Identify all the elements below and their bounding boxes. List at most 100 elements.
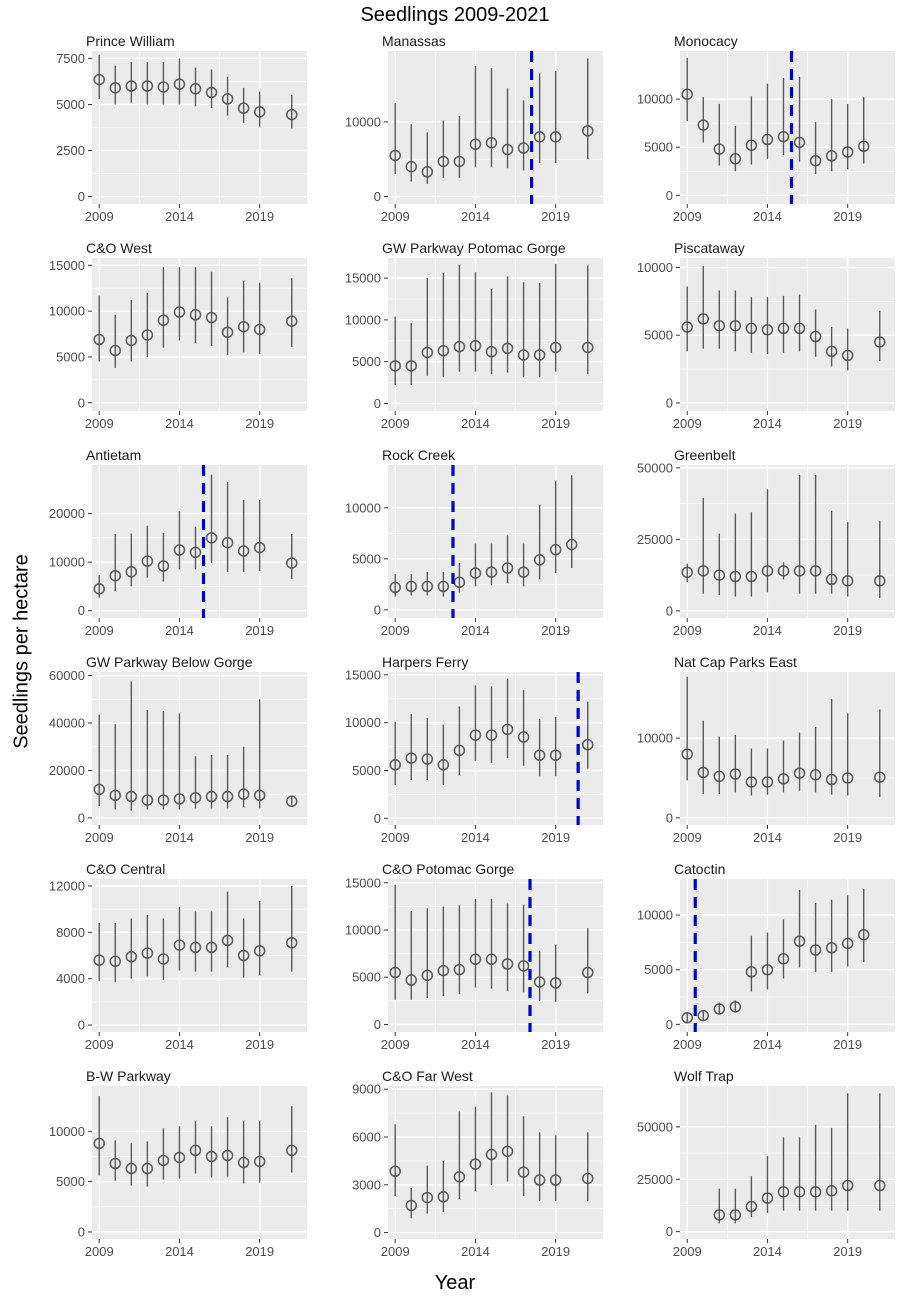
data-point xyxy=(841,575,854,587)
data-point xyxy=(189,1144,202,1157)
y-tick-label: 9000 xyxy=(352,1082,381,1097)
data-point xyxy=(809,1186,822,1198)
data-point xyxy=(501,143,514,156)
data-point xyxy=(389,581,401,594)
data-point xyxy=(453,155,466,168)
data-point xyxy=(253,323,266,336)
data-point xyxy=(582,341,594,354)
data-point xyxy=(857,928,870,941)
data-point xyxy=(745,966,758,978)
data-point xyxy=(729,570,742,583)
data-point xyxy=(857,140,870,153)
data-point xyxy=(205,790,218,803)
panel-background xyxy=(680,672,895,825)
facet-panel: 2009 2014 2019 0 10000 Nat Cap Parks East xyxy=(637,654,895,845)
facet-panel: 2009 2014 2019 0 5000 10000 Monocacy xyxy=(637,33,895,224)
panel-background xyxy=(92,465,307,618)
panel-background xyxy=(92,1086,307,1239)
data-point xyxy=(485,345,498,358)
panel-title: Rock Creek xyxy=(382,447,456,463)
data-point xyxy=(93,583,105,595)
data-point xyxy=(141,555,154,567)
data-point xyxy=(157,560,170,572)
data-point xyxy=(221,93,234,105)
data-point xyxy=(125,1162,138,1175)
data-point xyxy=(189,83,202,95)
facet-panel: 2009 2014 2019 0 5000 10000 Catoctin xyxy=(637,861,895,1052)
data-point xyxy=(189,546,202,559)
data-point xyxy=(565,538,578,551)
facet-panel: 2009 2014 2019 0 5000 10000 B-W Parkway xyxy=(49,1068,307,1259)
x-tick-label: 2009 xyxy=(381,623,410,638)
y-tick-label: 5000 xyxy=(352,551,381,566)
x-tick-label: 2014 xyxy=(165,1244,194,1259)
x-tick-label: 2019 xyxy=(541,1244,570,1259)
x-tick-label: 2014 xyxy=(461,1037,490,1052)
data-point xyxy=(681,88,693,101)
data-point xyxy=(286,937,298,949)
y-tick-label: 0 xyxy=(666,395,673,410)
x-tick-label: 2009 xyxy=(381,1244,410,1259)
data-point xyxy=(713,1209,726,1221)
data-point xyxy=(761,963,774,976)
y-tick-label: 15000 xyxy=(49,258,85,273)
y-tick-label: 40000 xyxy=(49,716,85,731)
x-tick-label: 2014 xyxy=(165,1037,194,1052)
x-tick-label: 2009 xyxy=(673,830,702,845)
y-tick-label: 0 xyxy=(374,602,381,617)
data-point xyxy=(237,1156,250,1169)
y-tick-label: 12000 xyxy=(49,878,85,893)
y-tick-label: 60000 xyxy=(49,668,85,683)
data-point xyxy=(549,1174,562,1186)
facet-panel: 2009 2014 2019 0 10000 20000 Antietam xyxy=(49,447,307,638)
x-tick-label: 2014 xyxy=(461,623,490,638)
y-tick-label: 15000 xyxy=(345,667,381,682)
data-point xyxy=(874,336,886,348)
data-point xyxy=(237,320,250,333)
data-point xyxy=(109,82,122,94)
y-tick-label: 8000 xyxy=(56,925,85,940)
facet-panel: 2009 2014 2019 0 25000 50000 Wolf Trap xyxy=(637,1068,895,1259)
y-tick-label: 10000 xyxy=(345,715,381,730)
data-point xyxy=(681,566,693,578)
data-point xyxy=(173,939,186,951)
data-point xyxy=(745,776,758,788)
panel-title: C&O West xyxy=(86,240,152,256)
data-point xyxy=(729,319,742,332)
data-point xyxy=(205,1150,218,1163)
data-point xyxy=(517,349,530,361)
x-tick-label: 2019 xyxy=(541,209,570,224)
data-point xyxy=(221,536,234,549)
y-tick-label: 5000 xyxy=(56,97,85,112)
data-point xyxy=(582,125,594,137)
y-tick-label: 10000 xyxy=(637,92,673,107)
data-point xyxy=(485,1148,498,1161)
data-point xyxy=(421,969,434,982)
data-point xyxy=(697,313,710,325)
data-point xyxy=(237,102,250,114)
x-tick-label: 2019 xyxy=(833,623,862,638)
y-tick-label: 7500 xyxy=(56,51,85,66)
data-point xyxy=(286,1144,298,1157)
data-point xyxy=(109,789,122,802)
data-point xyxy=(437,759,450,771)
y-tick-label: 3000 xyxy=(352,1177,381,1192)
data-point xyxy=(777,130,790,143)
data-point xyxy=(729,768,742,780)
y-tick-label: 10000 xyxy=(637,908,673,923)
y-tick-label: 5000 xyxy=(644,328,673,343)
data-point xyxy=(286,108,298,121)
data-point xyxy=(469,567,482,579)
data-point xyxy=(485,566,498,578)
data-point xyxy=(253,945,266,957)
data-point xyxy=(745,322,758,335)
x-tick-label: 2019 xyxy=(541,416,570,431)
data-point xyxy=(469,953,482,966)
data-point xyxy=(221,790,234,803)
data-point xyxy=(93,783,105,796)
